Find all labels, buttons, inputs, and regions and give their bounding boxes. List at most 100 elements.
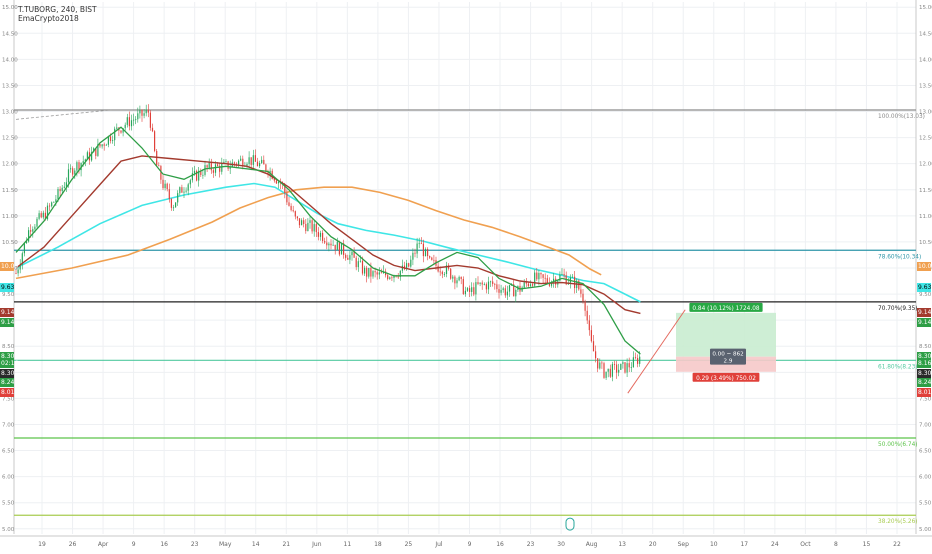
candle-body: [525, 282, 527, 284]
candle-body: [65, 182, 67, 187]
price-badge-right: 8.30: [917, 352, 932, 362]
candle-body: [28, 230, 30, 242]
candle-body: [95, 148, 97, 156]
candle-body: [227, 161, 229, 169]
x-tick-label: Jun: [311, 541, 322, 548]
y-tick-label-left: 7.00: [2, 422, 15, 428]
candle-body: [44, 212, 46, 220]
candle-body: [582, 293, 584, 302]
y-tick-label-left: 12.00: [2, 162, 18, 168]
candle-body: [553, 278, 555, 282]
candle-body: [450, 268, 452, 279]
candle-body: [500, 289, 502, 293]
candle-body: [427, 249, 429, 257]
candle-body: [370, 267, 372, 277]
candle-body: [378, 272, 380, 275]
candle-body: [126, 117, 128, 125]
candle-body: [622, 362, 624, 364]
candle-body: [221, 163, 223, 172]
candle-body: [588, 320, 590, 331]
y-tick-label-right: 14.00: [919, 57, 932, 63]
candle-body: [246, 163, 248, 166]
candle-body: [357, 261, 359, 268]
y-tick-label-right: 10.50: [919, 240, 932, 246]
candle-body: [439, 271, 441, 273]
candle-body: [101, 144, 103, 147]
candle-body: [187, 184, 189, 191]
y-tick-label-right: 14.50: [919, 31, 932, 37]
candle-body: [175, 202, 177, 208]
candle-body: [324, 240, 326, 243]
candle-body: [112, 140, 114, 141]
candle-body: [141, 109, 143, 116]
candle-body: [177, 193, 179, 203]
ema-orange-line: [15, 186, 602, 280]
candle-body: [513, 284, 515, 297]
candle-body: [416, 243, 418, 254]
y-tick-label-right: 8.50: [919, 344, 932, 350]
candle-body: [61, 187, 63, 192]
candle-body: [51, 202, 53, 207]
y-tick-label-left: 14.50: [2, 31, 18, 37]
x-tick-label: 9: [468, 541, 472, 548]
candle-body: [328, 243, 330, 246]
candle-body: [611, 364, 613, 377]
candle-body: [179, 187, 181, 194]
candle-body: [317, 232, 319, 237]
candle-body: [506, 291, 508, 296]
candle-body: [601, 362, 603, 364]
candle-body: [422, 243, 424, 257]
fib-level-label: 38.20%(5.26): [878, 519, 918, 525]
candle-body: [540, 272, 542, 275]
candle-body: [204, 165, 206, 175]
candle-body: [17, 269, 19, 274]
candle-body: [99, 144, 101, 147]
candle-body: [490, 281, 492, 283]
candle-body: [254, 155, 256, 162]
candle-body: [429, 256, 431, 258]
dashed-high-connector: [15, 109, 112, 120]
candle-body: [46, 205, 49, 220]
candle-body: [238, 160, 240, 165]
candle-body: [359, 260, 361, 262]
price-badge-right: 8.16: [917, 359, 932, 369]
candle-body: [301, 220, 303, 226]
candle-body: [334, 244, 336, 250]
x-tick-label: 8: [834, 541, 838, 548]
price-badge-right: 9.63: [917, 282, 932, 292]
y-tick-label-left: 11.50: [2, 188, 18, 194]
candle-body: [261, 159, 263, 164]
y-tick-label-right: 12.00: [919, 162, 932, 168]
candle-body: [296, 216, 298, 219]
indicator-name[interactable]: EmaCrypto2018: [18, 14, 79, 23]
candle-body: [235, 163, 238, 165]
candle-body: [103, 144, 105, 146]
x-tick-label: 11: [344, 541, 352, 548]
x-tick-label: 18: [374, 541, 382, 548]
x-tick-label: 30: [557, 541, 565, 548]
candle-body: [353, 251, 355, 258]
candle-body: [309, 220, 311, 223]
candle-body: [256, 161, 259, 167]
fib-level-label: 70.70%(9.35): [878, 306, 918, 312]
fib-level-label: 100.00%(13.03): [878, 114, 925, 120]
x-tick-label: 13: [618, 541, 626, 548]
candle-body: [584, 301, 586, 311]
candle-body: [380, 272, 382, 274]
candle-body: [298, 218, 301, 226]
candle-body: [618, 369, 620, 373]
candle-body: [521, 287, 523, 292]
candle-body: [36, 218, 38, 227]
candle-body: [410, 259, 412, 267]
candle-body: [555, 278, 557, 285]
price-badge-left: 10.03: [0, 261, 19, 271]
candle-body: [225, 161, 227, 163]
candle-body: [458, 276, 460, 281]
candle-body: [19, 264, 21, 270]
candle-body: [84, 159, 86, 162]
candle-body: [143, 113, 145, 116]
candle-body: [578, 280, 580, 290]
candle-body: [504, 288, 506, 296]
